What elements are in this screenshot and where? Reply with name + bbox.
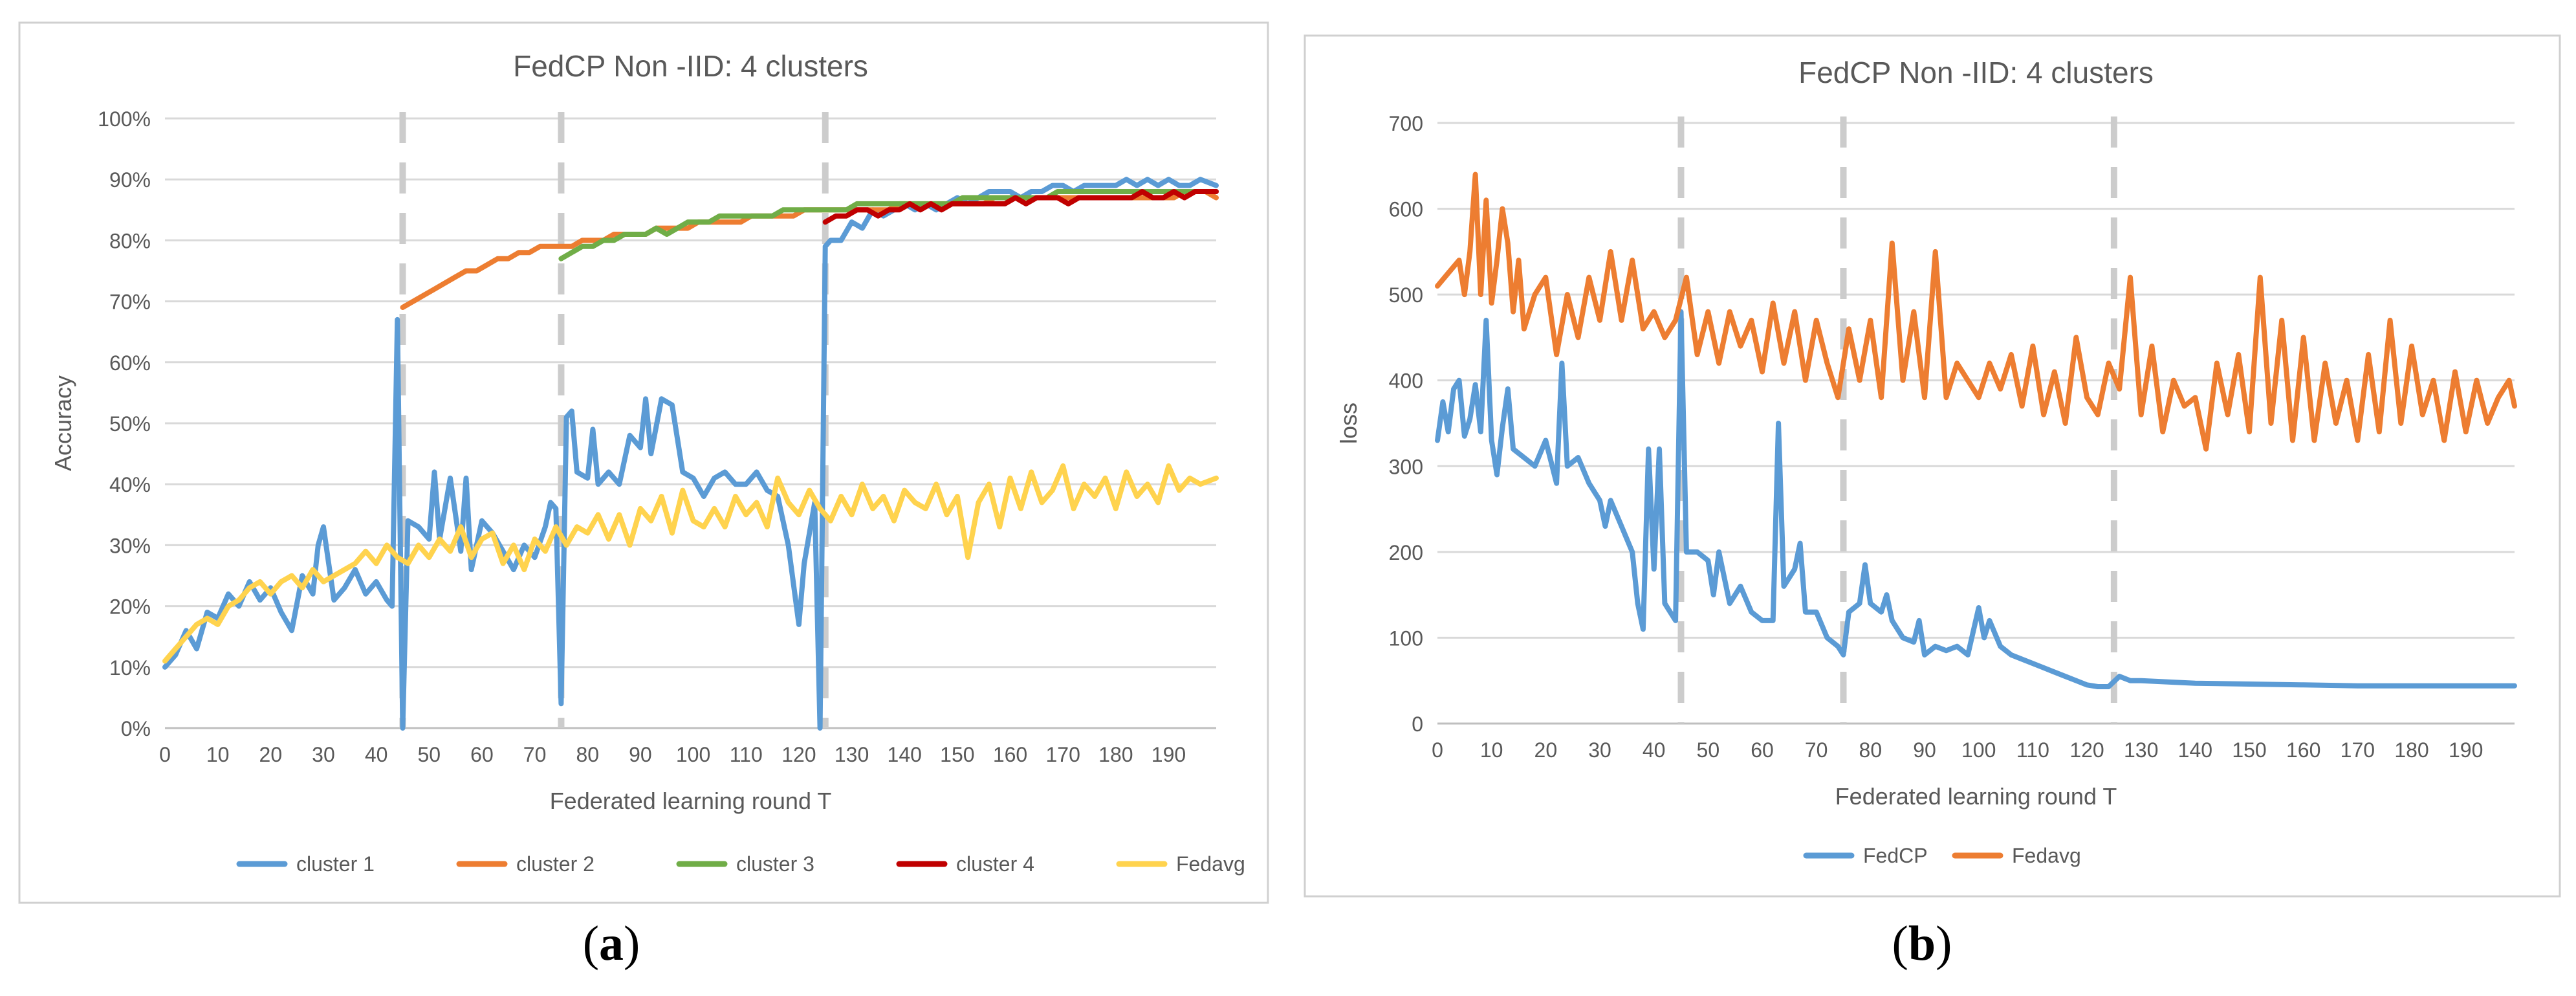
series-line-cluster-3 bbox=[558, 189, 1219, 261]
x-tick-label: 140 bbox=[2178, 738, 2212, 762]
legend-label: Fedavg bbox=[2012, 844, 2081, 867]
y-tick-label: 90% bbox=[109, 168, 151, 192]
y-tick-label: 200 bbox=[1389, 541, 1423, 564]
x-tick-label: 140 bbox=[888, 743, 922, 766]
x-tick-label: 130 bbox=[835, 743, 869, 766]
x-tick-label: 60 bbox=[1751, 738, 1774, 762]
y-tick-label: 700 bbox=[1389, 112, 1423, 135]
legend-entry: Fedavg bbox=[1952, 844, 2081, 867]
legend-entry: Fedavg bbox=[1116, 852, 1245, 876]
x-tick-label: 130 bbox=[2124, 738, 2158, 762]
x-tick-label: 160 bbox=[2286, 738, 2320, 762]
x-tick-label: 30 bbox=[312, 743, 335, 766]
series-line-cluster-1 bbox=[162, 177, 1219, 731]
y-tick-label: 300 bbox=[1389, 455, 1423, 478]
x-tick-label: 40 bbox=[1643, 738, 1666, 762]
legend-label: cluster 3 bbox=[736, 852, 814, 876]
x-tick-label: 150 bbox=[2232, 738, 2266, 762]
x-tick-label: 0 bbox=[1432, 738, 1443, 762]
y-tick-label: 40% bbox=[109, 473, 151, 496]
legend-label: Fedavg bbox=[1176, 852, 1245, 876]
legend-entry: cluster 4 bbox=[896, 852, 1034, 876]
x-tick-label: 100 bbox=[1961, 738, 1996, 762]
x-tick-label: 190 bbox=[1152, 743, 1186, 766]
chart-title: FedCP Non -IID: 4 clusters bbox=[513, 49, 868, 83]
y-tick-label: 10% bbox=[109, 656, 151, 680]
legend-label: cluster 2 bbox=[516, 852, 595, 876]
chart-frame bbox=[18, 21, 1269, 904]
legend-entry: cluster 2 bbox=[456, 852, 595, 876]
y-tick-label: 60% bbox=[109, 351, 151, 375]
y-axis-label: Accuracy bbox=[50, 375, 76, 471]
x-tick-label: 120 bbox=[781, 743, 816, 766]
chart-title: FedCP Non -IID: 4 clusters bbox=[1798, 56, 2154, 89]
y-tick-label: 0% bbox=[121, 717, 151, 740]
caption-a: (a) bbox=[582, 916, 640, 971]
legend-label: FedCP bbox=[1863, 844, 1928, 867]
x-tick-label: 50 bbox=[417, 743, 441, 766]
x-tick-label: 50 bbox=[1697, 738, 1720, 762]
y-tick-label: 80% bbox=[109, 229, 151, 252]
x-tick-label: 180 bbox=[2394, 738, 2429, 762]
x-tick-label: 110 bbox=[2016, 738, 2049, 762]
x-tick-label: 30 bbox=[1588, 738, 1611, 762]
chart-panel-b: FedCP Non -IID: 4 clusters 0 100 200 300 400 5… bbox=[1289, 0, 2576, 996]
x-tick-label: 70 bbox=[1805, 738, 1828, 762]
x-tick-label: 90 bbox=[1913, 738, 1936, 762]
y-tick-label: 500 bbox=[1389, 283, 1423, 307]
x-tick-label: 120 bbox=[2069, 738, 2104, 762]
x-axis-label: Federated learning round T bbox=[550, 788, 832, 814]
x-tick-label: 170 bbox=[2341, 738, 2375, 762]
y-tick-label: 30% bbox=[109, 534, 151, 557]
x-tick-label: 70 bbox=[523, 743, 547, 766]
y-tick-label: 400 bbox=[1389, 370, 1423, 393]
x-tick-label: 10 bbox=[206, 743, 230, 766]
y-tick-label: 50% bbox=[109, 412, 151, 436]
x-tick-label: 0 bbox=[159, 743, 171, 766]
x-tick-label: 190 bbox=[2449, 738, 2483, 762]
y-tick-label: 100% bbox=[98, 107, 151, 131]
y-tick-label: 600 bbox=[1389, 198, 1423, 221]
x-tick-label: 20 bbox=[1534, 738, 1558, 762]
x-tick-label: 100 bbox=[676, 743, 710, 766]
legend-entry: FedCP bbox=[1803, 844, 1928, 867]
legend-entry: cluster 3 bbox=[676, 852, 814, 876]
x-tick-label: 10 bbox=[1480, 738, 1503, 762]
x-tick-label: 110 bbox=[730, 743, 763, 766]
x-axis-label: Federated learning round T bbox=[1835, 783, 2117, 810]
series-line-fedcp bbox=[1435, 309, 2517, 689]
y-tick-label: 100 bbox=[1389, 626, 1423, 650]
accuracy-chart: FedCP Non -IID: 4 clusters 0% 10% 20% 30% 40%… bbox=[18, 21, 1269, 904]
series-line-fedavg bbox=[162, 463, 1219, 664]
series-line-fedavg bbox=[1435, 172, 2517, 452]
chart-panel-a: FedCP Non -IID: 4 clusters 0% 10% 20% 30% 40%… bbox=[0, 0, 1287, 996]
x-tick-label: 180 bbox=[1098, 743, 1133, 766]
y-tick-label: 70% bbox=[109, 291, 151, 314]
caption-b: (b) bbox=[1892, 916, 1952, 971]
x-tick-label: 90 bbox=[629, 743, 652, 766]
y-tick-label: 0 bbox=[1412, 713, 1423, 736]
series-line-cluster-4 bbox=[822, 189, 1219, 225]
legend-label: cluster 4 bbox=[956, 852, 1034, 876]
x-tick-label: 80 bbox=[576, 743, 599, 766]
loss-chart: FedCP Non -IID: 4 clusters01002003004005… bbox=[1304, 34, 2561, 898]
legend-label: cluster 1 bbox=[296, 852, 375, 876]
x-tick-label: 60 bbox=[470, 743, 494, 766]
y-axis-label: loss bbox=[1335, 403, 1362, 444]
x-tick-label: 170 bbox=[1045, 743, 1080, 766]
x-tick-label: 40 bbox=[365, 743, 388, 766]
legend-entry: cluster 1 bbox=[236, 852, 375, 876]
y-tick-label: 20% bbox=[109, 595, 151, 619]
x-tick-label: 160 bbox=[993, 743, 1027, 766]
x-tick-label: 20 bbox=[259, 743, 283, 766]
x-tick-label: 150 bbox=[940, 743, 974, 766]
x-tick-label: 80 bbox=[1859, 738, 1883, 762]
